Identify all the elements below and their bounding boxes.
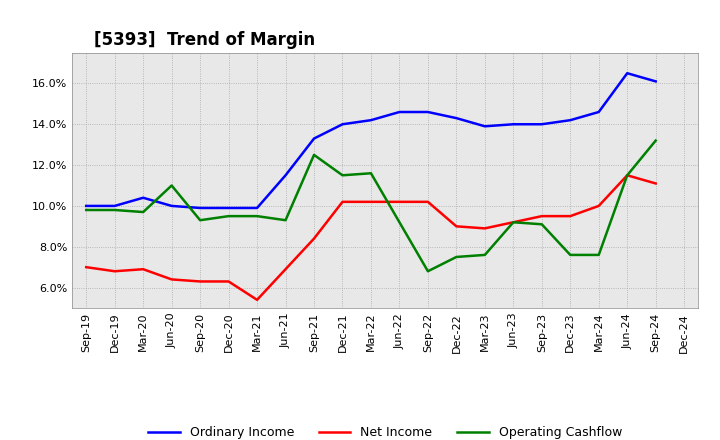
Net Income bbox=[82, 264, 91, 270]
Net Income bbox=[338, 199, 347, 205]
Net Income bbox=[139, 267, 148, 272]
Net Income bbox=[509, 220, 518, 225]
Net Income bbox=[310, 236, 318, 241]
Operating Cashflow bbox=[310, 152, 318, 158]
Ordinary Income bbox=[310, 136, 318, 141]
Net Income bbox=[253, 297, 261, 302]
Net Income bbox=[282, 267, 290, 272]
Net Income bbox=[395, 199, 404, 205]
Net Income bbox=[595, 203, 603, 209]
Operating Cashflow bbox=[566, 252, 575, 257]
Ordinary Income bbox=[282, 172, 290, 178]
Net Income bbox=[225, 279, 233, 284]
Ordinary Income bbox=[423, 110, 432, 115]
Ordinary Income bbox=[110, 203, 119, 209]
Ordinary Income bbox=[139, 195, 148, 200]
Ordinary Income bbox=[395, 110, 404, 115]
Net Income bbox=[366, 199, 375, 205]
Operating Cashflow bbox=[623, 172, 631, 178]
Operating Cashflow bbox=[652, 138, 660, 143]
Net Income bbox=[167, 277, 176, 282]
Operating Cashflow bbox=[537, 222, 546, 227]
Text: [5393]  Trend of Margin: [5393] Trend of Margin bbox=[94, 31, 315, 49]
Line: Net Income: Net Income bbox=[86, 175, 656, 300]
Operating Cashflow bbox=[366, 171, 375, 176]
Net Income bbox=[423, 199, 432, 205]
Operating Cashflow bbox=[452, 254, 461, 260]
Ordinary Income bbox=[338, 121, 347, 127]
Ordinary Income bbox=[167, 203, 176, 209]
Ordinary Income bbox=[623, 70, 631, 76]
Operating Cashflow bbox=[595, 252, 603, 257]
Ordinary Income bbox=[225, 205, 233, 211]
Operating Cashflow bbox=[225, 213, 233, 219]
Operating Cashflow bbox=[196, 217, 204, 223]
Ordinary Income bbox=[196, 205, 204, 211]
Net Income bbox=[452, 224, 461, 229]
Ordinary Income bbox=[452, 115, 461, 121]
Ordinary Income bbox=[566, 117, 575, 123]
Operating Cashflow bbox=[139, 209, 148, 215]
Line: Operating Cashflow: Operating Cashflow bbox=[86, 141, 656, 271]
Operating Cashflow bbox=[480, 252, 489, 257]
Operating Cashflow bbox=[82, 207, 91, 213]
Operating Cashflow bbox=[282, 217, 290, 223]
Net Income bbox=[623, 172, 631, 178]
Ordinary Income bbox=[253, 205, 261, 211]
Net Income bbox=[566, 213, 575, 219]
Operating Cashflow bbox=[167, 183, 176, 188]
Net Income bbox=[480, 226, 489, 231]
Ordinary Income bbox=[537, 121, 546, 127]
Net Income bbox=[110, 268, 119, 274]
Ordinary Income bbox=[652, 79, 660, 84]
Operating Cashflow bbox=[110, 207, 119, 213]
Operating Cashflow bbox=[423, 268, 432, 274]
Ordinary Income bbox=[509, 121, 518, 127]
Ordinary Income bbox=[366, 117, 375, 123]
Net Income bbox=[652, 181, 660, 186]
Operating Cashflow bbox=[338, 172, 347, 178]
Operating Cashflow bbox=[253, 213, 261, 219]
Operating Cashflow bbox=[509, 220, 518, 225]
Legend: Ordinary Income, Net Income, Operating Cashflow: Ordinary Income, Net Income, Operating C… bbox=[143, 422, 627, 440]
Net Income bbox=[537, 213, 546, 219]
Ordinary Income bbox=[480, 124, 489, 129]
Line: Ordinary Income: Ordinary Income bbox=[86, 73, 656, 208]
Ordinary Income bbox=[82, 203, 91, 209]
Ordinary Income bbox=[595, 110, 603, 115]
Net Income bbox=[196, 279, 204, 284]
